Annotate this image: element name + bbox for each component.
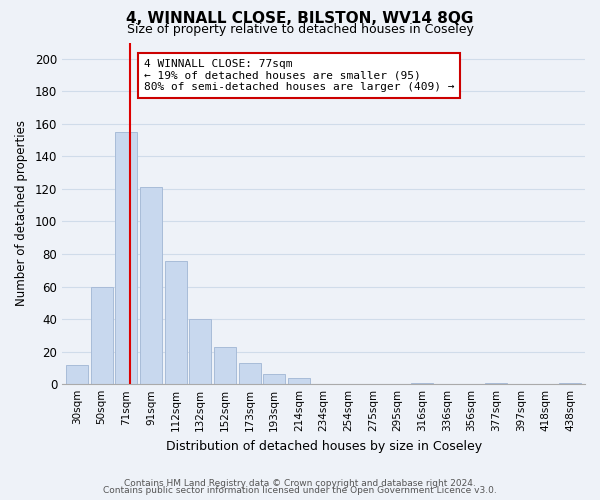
- Bar: [411, 382, 433, 384]
- Bar: [164, 260, 187, 384]
- Bar: [115, 132, 137, 384]
- Y-axis label: Number of detached properties: Number of detached properties: [15, 120, 28, 306]
- Bar: [288, 378, 310, 384]
- Bar: [189, 319, 211, 384]
- Bar: [66, 364, 88, 384]
- Bar: [263, 374, 286, 384]
- X-axis label: Distribution of detached houses by size in Coseley: Distribution of detached houses by size …: [166, 440, 482, 452]
- Bar: [239, 363, 261, 384]
- Bar: [214, 347, 236, 384]
- Text: Contains HM Land Registry data © Crown copyright and database right 2024.: Contains HM Land Registry data © Crown c…: [124, 478, 476, 488]
- Text: Contains public sector information licensed under the Open Government Licence v3: Contains public sector information licen…: [103, 486, 497, 495]
- Text: 4, WINNALL CLOSE, BILSTON, WV14 8QG: 4, WINNALL CLOSE, BILSTON, WV14 8QG: [127, 11, 473, 26]
- Bar: [140, 188, 162, 384]
- Text: Size of property relative to detached houses in Coseley: Size of property relative to detached ho…: [127, 22, 473, 36]
- Bar: [485, 382, 508, 384]
- Bar: [559, 382, 581, 384]
- Bar: [91, 286, 113, 384]
- Text: 4 WINNALL CLOSE: 77sqm
← 19% of detached houses are smaller (95)
80% of semi-det: 4 WINNALL CLOSE: 77sqm ← 19% of detached…: [143, 59, 454, 92]
